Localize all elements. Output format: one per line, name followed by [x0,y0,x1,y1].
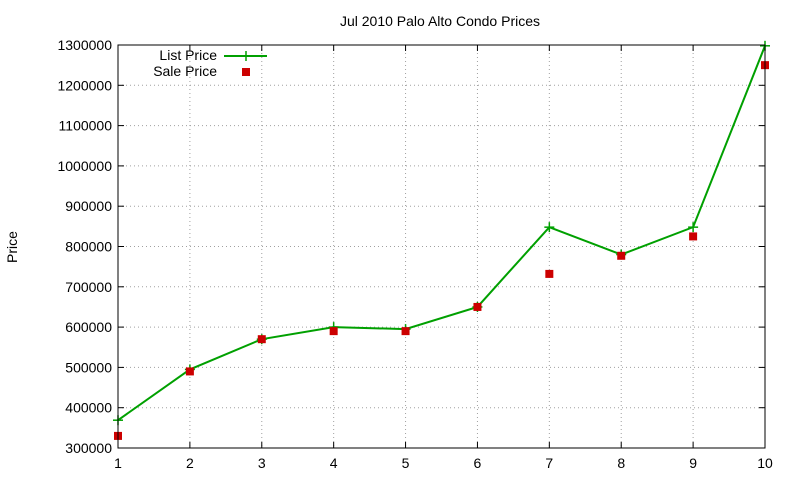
chart-title: Jul 2010 Palo Alto Condo Prices [340,13,540,29]
sale-price-point [329,327,338,336]
x-tick-label: 2 [186,455,194,471]
y-tick-label: 600000 [65,319,112,335]
grid [118,45,765,448]
x-tick-label: 1 [114,455,122,471]
sale-price-point [473,302,482,311]
list-price-point [688,222,699,233]
y-tick-label: 1200000 [57,77,112,93]
y-tick-labels: 300000 400000 500000 600000 700000 800000 9000… [57,37,112,456]
legend-marker-list-price [241,51,251,61]
list-price-point [544,222,555,233]
data-series [113,40,770,440]
legend: List Price Sale Price [153,47,267,79]
axis-ticks [117,44,766,449]
y-tick-label: 300000 [65,440,112,456]
x-tick-labels: 1 2 3 4 5 6 7 8 9 10 [114,455,773,471]
legend-label-list-price: List Price [159,47,217,63]
sale-price-point [185,367,194,376]
y-tick-label: 1000000 [57,158,112,174]
x-tick-label: 3 [258,455,266,471]
y-tick-label: 800000 [65,239,112,255]
y-tick-label: 500000 [65,359,112,375]
y-tick-label: 400000 [65,400,112,416]
y-tick-label: 700000 [65,279,112,295]
y-tick-label: 1300000 [57,37,112,53]
y-tick-label: 900000 [65,198,112,214]
sale-price-point [401,327,410,336]
y-tick-label: 1100000 [59,118,113,134]
sale-price-point [689,232,698,241]
x-tick-label: 9 [689,455,697,471]
legend-label-sale-price: Sale Price [153,63,217,79]
y-axis-label: Price [4,231,20,263]
x-tick-label: 10 [757,455,773,471]
legend-swatch-sale-price [242,68,250,76]
x-tick-label: 5 [402,455,410,471]
x-tick-label: 4 [330,455,338,471]
x-tick-label: 7 [545,455,553,471]
x-tick-label: 8 [617,455,625,471]
plot-frame [117,44,766,449]
list-price-line [117,45,766,422]
sale-price-point [257,335,266,344]
x-tick-label: 6 [474,455,482,471]
sale-price-point [545,269,554,278]
sale-price-point [617,251,626,260]
